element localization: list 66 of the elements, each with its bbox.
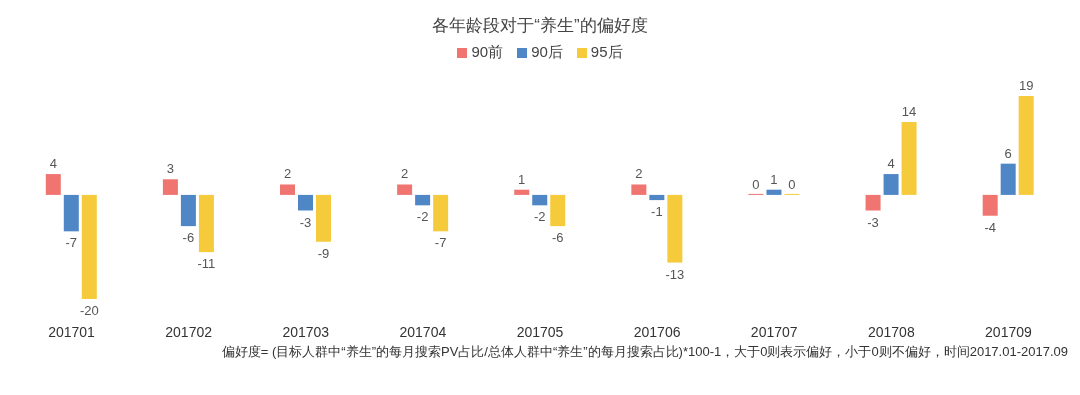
bar — [180, 194, 196, 227]
legend-label: 95后 — [589, 43, 623, 62]
bar — [397, 184, 413, 195]
bar — [550, 194, 566, 227]
x-tick-label: 201708 — [867, 323, 915, 340]
data-label: -3 — [867, 214, 879, 230]
data-label: -6 — [182, 230, 195, 246]
data-label: -11 — [197, 256, 216, 272]
bar — [63, 194, 79, 232]
bar — [883, 174, 899, 195]
data-label: -2 — [533, 209, 546, 225]
bar — [316, 194, 332, 242]
bar — [81, 194, 97, 299]
data-label: -2 — [416, 209, 429, 225]
data-label: 0 — [752, 176, 760, 192]
x-tick-label: 201704 — [399, 323, 447, 340]
bar — [433, 194, 449, 232]
data-label: 4 — [49, 156, 57, 172]
bar — [532, 194, 548, 206]
data-label: -1 — [651, 204, 663, 220]
bar — [162, 179, 178, 195]
text: 偏好度= (目标人群中“养生”的每月搜索PV占比/总体人群中“养生”的每月搜索占比)*100-1，大于0则表示偏好，小于0则不偏好，时间2017.01-2017.09 — [220, 343, 1069, 361]
bar — [514, 189, 530, 195]
legend-label: 90前 — [470, 43, 504, 62]
bar — [415, 194, 431, 206]
data-label: -3 — [299, 214, 312, 230]
data-label: 3 — [166, 161, 175, 177]
x-tick-label: 201706 — [633, 323, 681, 340]
data-label: 6 — [1004, 145, 1012, 161]
data-label: -6 — [551, 230, 564, 246]
data-label: 2 — [283, 166, 292, 182]
bar — [667, 194, 683, 263]
bar — [298, 194, 314, 211]
bar — [1018, 96, 1034, 195]
x-tick-label: 201701 — [48, 323, 96, 340]
data-label: -13 — [665, 266, 685, 282]
bar — [649, 194, 665, 201]
data-label: 1 — [518, 171, 526, 187]
data-label: 0 — [788, 176, 796, 192]
bar — [982, 194, 998, 216]
data-label: 4 — [887, 156, 895, 172]
data-label: -20 — [79, 303, 99, 318]
data-label: -4 — [984, 219, 996, 235]
bar — [901, 122, 917, 195]
data-label: 2 — [401, 166, 409, 182]
data-label: 14 — [901, 104, 917, 120]
data-label: -7 — [65, 235, 78, 251]
x-tick-label: 201702 — [165, 323, 213, 340]
bar — [865, 194, 881, 211]
data-label: 2 — [635, 166, 643, 182]
bar — [631, 184, 647, 195]
data-label: 19 — [1018, 78, 1034, 93]
data-label: 1 — [770, 171, 778, 187]
x-tick-label: 201707 — [750, 323, 798, 340]
x-tick-label: 201709 — [985, 323, 1033, 340]
legend-label: 90后 — [530, 43, 563, 62]
bar — [1000, 163, 1016, 195]
bar — [766, 189, 782, 195]
x-tick-label: 201703 — [282, 323, 330, 340]
data-label: -9 — [317, 245, 330, 261]
x-tick-label: 201705 — [516, 323, 564, 340]
bar — [45, 174, 61, 195]
bar — [198, 194, 214, 253]
data-label: -7 — [434, 235, 447, 251]
bar — [280, 184, 296, 195]
chart-title: 各年龄段对于“养生”的偏好度 — [431, 15, 649, 37]
